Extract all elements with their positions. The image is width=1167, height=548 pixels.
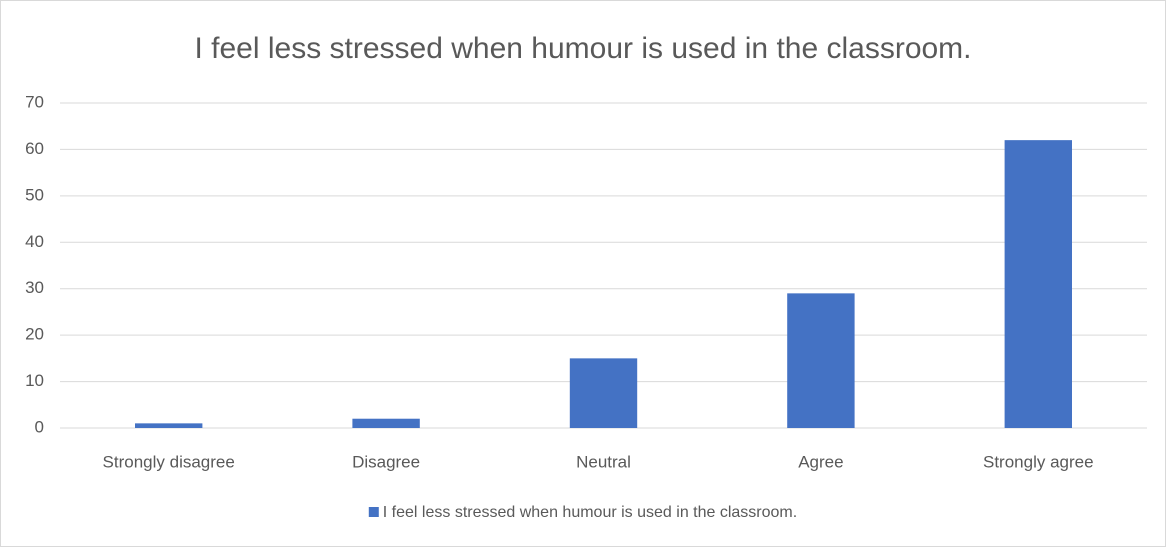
y-tick-label: 40 [25,232,44,251]
y-tick-label: 10 [25,371,44,390]
x-tick-label: Agree [798,452,843,471]
x-tick-label: Neutral [576,452,631,471]
y-tick-label: 60 [25,139,44,158]
legend-item: I feel less stressed when humour is used… [368,504,797,521]
legend-swatch [368,507,379,517]
bar [569,358,638,428]
y-tick-label: 20 [25,325,44,344]
y-tick-label: 50 [25,185,44,204]
bar [352,418,420,428]
x-tick-label: Strongly disagree [103,452,235,471]
y-tick-label: 70 [25,92,44,111]
y-tick-label: 30 [25,278,44,297]
bar [135,423,203,428]
y-tick-label: 0 [35,417,44,436]
bar [1004,140,1072,428]
legend-label: I feel less stressed when humour is used… [383,504,797,521]
x-tick-label: Disagree [352,452,420,471]
chart-title: I feel less stressed when humour is used… [194,32,971,65]
x-tick-label: Strongly agree [983,452,1094,471]
bar [787,293,855,428]
